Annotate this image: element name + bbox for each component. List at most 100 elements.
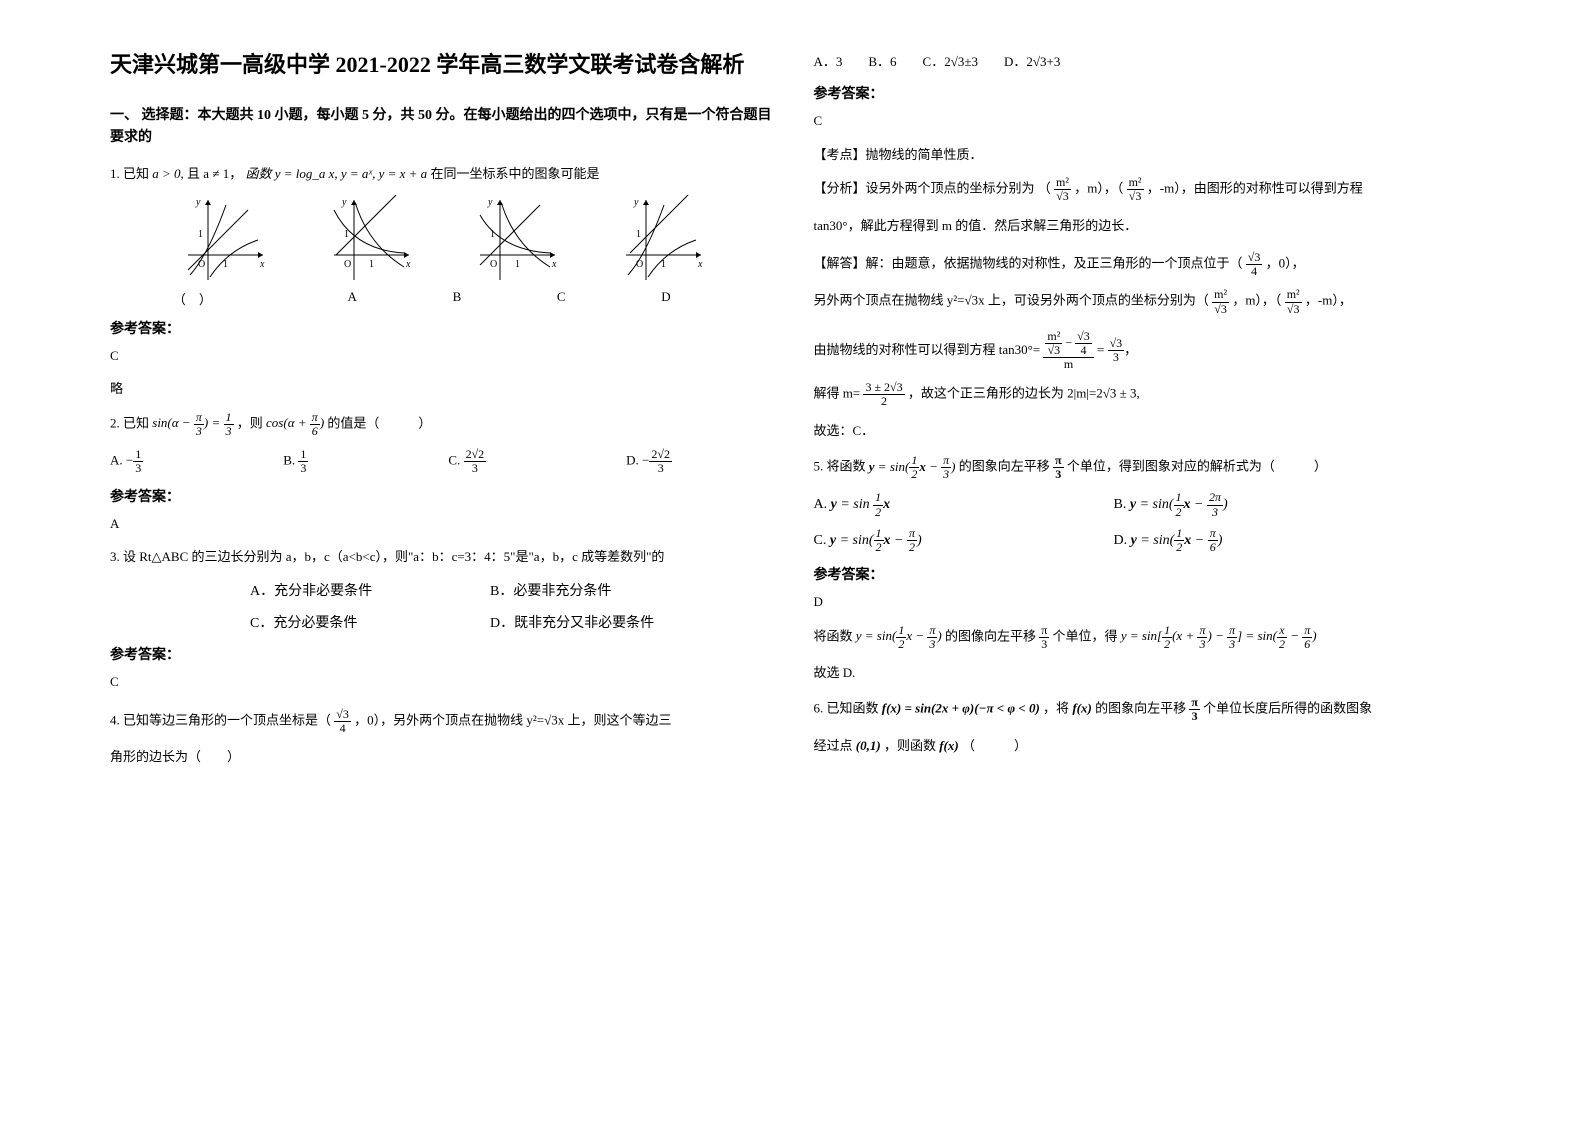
q6-line2-prefix: 经过点 xyxy=(814,738,853,753)
frac-sqrt3-4: √34 xyxy=(1246,251,1263,278)
q1-note: 略 xyxy=(110,377,774,400)
label-d: D xyxy=(661,289,670,308)
frac-result: 3 ± 2√32 xyxy=(863,381,904,408)
q4-answer: C xyxy=(814,109,1478,132)
q2-options: A. −13 B. 13 C. 2√23 D. −2√23 xyxy=(110,448,774,475)
graph-c: x y O 1 1 xyxy=(470,195,560,285)
label-c: C xyxy=(557,289,566,308)
q6-line2-mid: ，则函数 xyxy=(884,738,936,753)
q3-opt-a: A．充分非必要条件 xyxy=(250,580,490,600)
q1-answer: C xyxy=(110,344,774,367)
exam-title: 天津兴城第一高级中学 2021-2022 学年高三数学文联考试卷含解析 xyxy=(110,50,774,81)
q3-answer: C xyxy=(110,670,774,693)
svg-text:O: O xyxy=(344,259,351,270)
q1-cond1: a > 0, xyxy=(152,166,184,181)
q6-suffix: 个单位长度后所得的函数图象 xyxy=(1203,701,1372,716)
q3-answer-label: 参考答案： xyxy=(110,644,774,664)
q5-answer-label: 参考答案： xyxy=(814,564,1478,584)
frac-complex: m²√3 − √34 m xyxy=(1043,330,1093,372)
q5-shift: π3 xyxy=(1053,454,1064,481)
q5-explain-end: 故选 D. xyxy=(814,661,1478,684)
q4-point: 【考点】抛物线的简单性质． xyxy=(814,143,1478,166)
q4-mid: ，0），另外两个顶点在抛物线 y²=√3x 上，则这个等边三 xyxy=(354,712,671,727)
svg-text:y: y xyxy=(633,197,639,208)
q6-fx: f(x) xyxy=(1072,701,1092,716)
frac-sqrt3-3: √33 xyxy=(1108,337,1125,364)
q1-cond2: 且 a ≠ 1， xyxy=(187,166,242,181)
q5-options-row2: C. y = sin(12x − π2) D. y = sin(12x − π6… xyxy=(814,527,1478,554)
q2-opt-d: D. −2√23 xyxy=(626,448,672,475)
svg-text:x: x xyxy=(259,259,265,270)
q6-shift: π3 xyxy=(1189,696,1200,723)
q5-explain: 将函数 y = sin(12x − π3) 的图像向左平移 π3 个单位，得 y… xyxy=(814,624,1478,651)
graph-d: x y O 1 1 xyxy=(616,195,706,285)
svg-text:1: 1 xyxy=(198,229,203,240)
q2-suffix: 的值是（ ） xyxy=(327,415,431,430)
graph-row: x y O 1 1 x y O 1 1 xyxy=(110,195,774,285)
graph-b: x y O 1 1 xyxy=(324,195,414,285)
q2-answer: A xyxy=(110,512,774,535)
q1-prefix: 1. 已知 xyxy=(110,166,149,181)
frac-m2-4: m²√3 xyxy=(1285,288,1302,315)
q3-options-row2: C．充分必要条件 D．既非充分又非必要条件 xyxy=(110,612,774,632)
q2-answer-label: 参考答案： xyxy=(110,486,774,506)
question-6: 6. 已知函数 f(x) = sin(2x + φ)(−π < φ < 0) ，… xyxy=(814,696,1478,723)
q5-options-row1: A. y = sin 12x B. y = sin(12x − 2π3) xyxy=(814,491,1478,518)
q4-analysis2: tan30°，解此方程得到 m 的值．然后求解三角形的边长． xyxy=(814,214,1478,237)
label-b: B xyxy=(453,289,462,308)
q3-options-row1: A．充分非必要条件 B．必要非充分条件 xyxy=(110,580,774,600)
q5-mid: 的图象向左平移 xyxy=(959,459,1050,474)
q5-prefix: 5. 将函数 xyxy=(814,459,866,474)
q4-solve3: 由抛物线的对称性可以得到方程 tan30°= m²√3 − √34 m = √3… xyxy=(814,330,1478,372)
q4-prefix: 4. 已知等边三角形的一个顶点坐标是（ xyxy=(110,712,331,727)
q6-fx2: f(x) xyxy=(939,738,959,753)
svg-text:y: y xyxy=(341,197,347,208)
svg-text:x: x xyxy=(697,259,703,270)
q2-expr2: cos(α + π6) xyxy=(266,415,327,430)
frac-m2-3: m²√3 xyxy=(1212,288,1229,315)
svg-text:O: O xyxy=(198,259,205,270)
svg-text:x: x xyxy=(551,259,557,270)
q1-paren: （ ） xyxy=(173,289,212,308)
q1-graphs: x y O 1 1 x y O 1 1 xyxy=(110,195,774,308)
question-6-line2: 经过点 (0,1) ，则函数 f(x) （ ） xyxy=(814,734,1478,757)
frac-m2-1: m²√3 xyxy=(1054,176,1071,203)
q5-opt-b: B. y = sin(12x − 2π3) xyxy=(1114,491,1228,518)
q2-opt-a: A. −13 xyxy=(110,448,143,475)
q2-expr1: sin(α − π3) = 13 xyxy=(152,415,236,430)
q4-analysis: 【分析】设另外两个顶点的坐标分别为 （ m²√3 ，m），（ m²√3 ，-m）… xyxy=(814,176,1478,203)
q4-options: A．3 B．6 C．2√3±3 D．2√3+3 xyxy=(814,50,1478,73)
left-column: 天津兴城第一高级中学 2021-2022 学年高三数学文联考试卷含解析 一、 选… xyxy=(90,50,794,1072)
label-a: A xyxy=(348,289,357,308)
q5-answer: D xyxy=(814,590,1478,613)
q6-point: (0,1) xyxy=(856,738,881,753)
svg-text:1: 1 xyxy=(636,229,641,240)
q5-suffix: 个单位，得到图象对应的解析式为（ ） xyxy=(1067,459,1327,474)
svg-text:O: O xyxy=(490,259,497,270)
q4-solve2: 另外两个顶点在抛物线 y²=√3x 上，可设另外两个顶点的坐标分别为（ m²√3… xyxy=(814,288,1478,315)
q5-opt-a: A. y = sin 12x xyxy=(814,491,1114,518)
question-4: 4. 已知等边三角形的一个顶点坐标是（ √34 ，0），另外两个顶点在抛物线 y… xyxy=(110,708,774,735)
svg-text:x: x xyxy=(405,259,411,270)
right-column: A．3 B．6 C．2√3±3 D．2√3+3 参考答案： C 【考点】抛物线的… xyxy=(794,50,1498,1072)
q4-answer-label: 参考答案： xyxy=(814,83,1478,103)
graph-a: x y O 1 1 xyxy=(178,195,268,285)
q1-suffix: 在同一坐标系中的图象可能是 xyxy=(430,166,599,181)
q4-line2: 角形的边长为（ ） xyxy=(110,745,774,768)
q4-solve1: 【解答】解：由题意，依据抛物线的对称性，及正三角形的一个顶点位于（ √34 ，0… xyxy=(814,251,1478,278)
q2-opt-b: B. 13 xyxy=(283,448,308,475)
q1-answer-label: 参考答案： xyxy=(110,318,774,338)
q6-func: f(x) = sin(2x + φ)(−π < φ < 0) xyxy=(882,701,1040,716)
q4-frac: √34 xyxy=(334,708,351,735)
q5-opt-c: C. y = sin(12x − π2) xyxy=(814,527,1114,554)
q6-mid: ，将 xyxy=(1043,701,1069,716)
q6-mid3: 的图象向左平移 xyxy=(1095,701,1186,716)
question-3: 3. 设 Rt△ABC 的三边长分别为 a，b，c（a<b<c），则"a：b：c… xyxy=(110,545,774,568)
question-5: 5. 将函数 y = sin(12x − π3) 的图象向左平移 π3 个单位，… xyxy=(814,454,1478,481)
question-2: 2. 已知 sin(α − π3) = 13 ，则 cos(α + π6) 的值… xyxy=(110,411,774,438)
q5-opt-d: D. y = sin(12x − π6) xyxy=(1114,527,1223,554)
q4-solve4: 解得 m= 3 ± 2√32 ，故这个正三角形的边长为 2|m|=2√3 ± 3… xyxy=(814,381,1478,408)
frac-m2-2: m²√3 xyxy=(1127,176,1144,203)
svg-text:y: y xyxy=(195,197,201,208)
section-1-header: 一、 选择题：本大题共 10 小题，每小题 5 分，共 50 分。在每小题给出的… xyxy=(110,105,774,150)
